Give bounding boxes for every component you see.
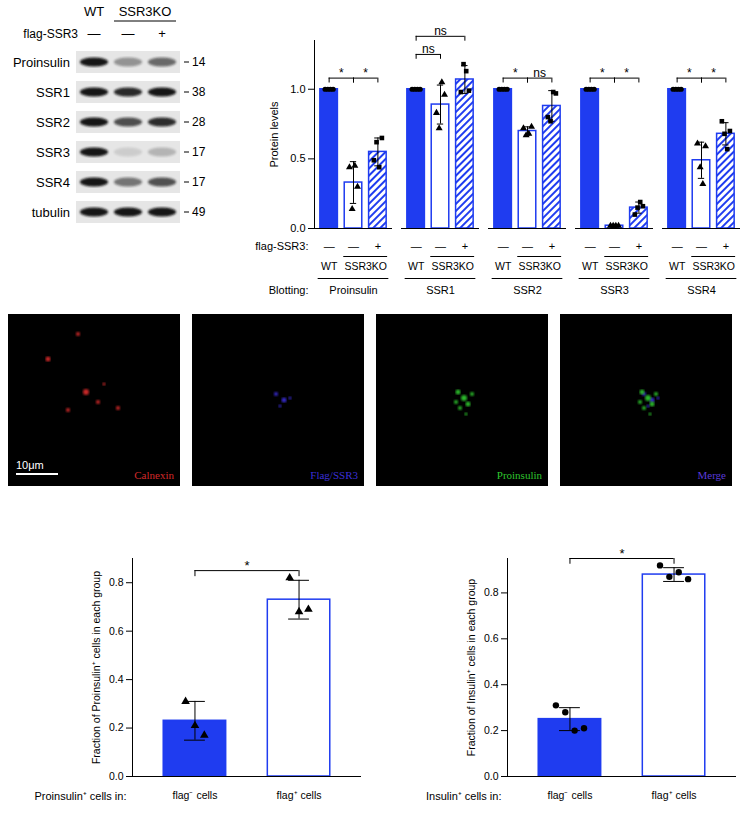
svg-text:Insulin⁺ cells in:: Insulin⁺ cells in: [426, 790, 502, 802]
svg-text:Protein levels: Protein levels [268, 101, 280, 168]
svg-text:—: — [411, 240, 422, 252]
svg-text:17: 17 [192, 175, 206, 189]
svg-text:SSR3KO: SSR3KO [605, 260, 648, 272]
svg-text:flag⁺ cells: flag⁺ cells [652, 789, 697, 801]
svg-text:14: 14 [192, 55, 206, 69]
svg-text:WT: WT [408, 260, 425, 272]
svg-text:SSR2: SSR2 [513, 284, 542, 296]
svg-text:flag-SSR3:: flag-SSR3: [255, 240, 308, 252]
svg-text:flag-SSR3: flag-SSR3 [23, 27, 78, 41]
svg-text:*: * [363, 66, 368, 80]
svg-text:*: * [600, 66, 605, 80]
svg-text:WT: WT [669, 260, 686, 272]
svg-text:ns: ns [422, 42, 435, 56]
svg-text:—: — [498, 240, 509, 252]
svg-text:+: + [462, 240, 468, 252]
svg-text:SSR3KO: SSR3KO [119, 4, 172, 19]
svg-text:tubulin: tubulin [32, 205, 70, 220]
svg-text:0.5: 0.5 [290, 152, 305, 164]
svg-text:SSR4: SSR4 [687, 284, 716, 296]
svg-text:—: — [435, 240, 446, 252]
svg-text:*: * [619, 546, 624, 561]
svg-text:*: * [339, 66, 344, 80]
svg-text:0.2: 0.2 [109, 721, 124, 733]
svg-text:0.0: 0.0 [290, 222, 305, 234]
svg-text:+: + [375, 240, 381, 252]
svg-text:SSR4: SSR4 [36, 175, 70, 190]
svg-text:Proinsulin: Proinsulin [13, 55, 70, 70]
svg-text:Fraction of Proinsulin⁺ cells: Fraction of Proinsulin⁺ cells in each gr… [90, 571, 102, 764]
svg-text:—: — [324, 240, 335, 252]
svg-text:—: — [672, 240, 683, 252]
svg-text:SSR1: SSR1 [36, 85, 70, 100]
svg-text:SSR3KO: SSR3KO [518, 260, 561, 272]
svg-text:SSR3: SSR3 [600, 284, 629, 296]
svg-text:flag⁻ cells: flag⁻ cells [548, 789, 593, 801]
svg-text:28: 28 [192, 115, 206, 129]
svg-text:—: — [122, 26, 135, 41]
svg-text:+: + [636, 240, 642, 252]
svg-text:Fraction of Insulin⁺ cells in: Fraction of Insulin⁺ cells in each group [465, 579, 477, 757]
svg-text:38: 38 [192, 85, 206, 99]
svg-text:flag⁺ cells: flag⁺ cells [277, 789, 322, 801]
svg-text:—: — [609, 240, 620, 252]
svg-text:—: — [522, 240, 533, 252]
svg-text:SSR2: SSR2 [36, 115, 70, 130]
svg-text:SSR3KO: SSR3KO [692, 260, 735, 272]
svg-text:0.6: 0.6 [109, 625, 124, 637]
svg-text:17: 17 [192, 145, 206, 159]
svg-text:0.0: 0.0 [109, 770, 124, 782]
svg-text:Proinsulin: Proinsulin [329, 284, 377, 296]
svg-text:—: — [585, 240, 596, 252]
svg-text:0.8: 0.8 [484, 586, 499, 598]
svg-text:WT: WT [321, 260, 338, 272]
svg-text:SSR3: SSR3 [36, 145, 70, 160]
svg-text:+: + [549, 240, 555, 252]
svg-text:Proinsulin: Proinsulin [497, 469, 543, 481]
svg-text:ns: ns [533, 66, 546, 80]
svg-text:Calnexin: Calnexin [134, 469, 174, 481]
svg-text:Merge: Merge [697, 469, 726, 481]
svg-text:Flag/SSR3: Flag/SSR3 [310, 469, 358, 481]
svg-text:WT: WT [495, 260, 512, 272]
svg-text:Proinsulin⁺ cells in:: Proinsulin⁺ cells in: [34, 790, 126, 802]
svg-text:*: * [244, 558, 249, 573]
svg-text:*: * [513, 66, 518, 80]
svg-text:0.4: 0.4 [484, 678, 499, 690]
svg-text:49: 49 [192, 205, 206, 219]
svg-text:—: — [88, 26, 101, 41]
svg-text:0.6: 0.6 [484, 632, 499, 644]
svg-text:WT: WT [582, 260, 599, 272]
svg-text:SSR1: SSR1 [426, 284, 455, 296]
svg-text:0.8: 0.8 [109, 576, 124, 588]
svg-text:SSR3KO: SSR3KO [431, 260, 474, 272]
svg-text:—: — [348, 240, 359, 252]
svg-text:SSR3KO: SSR3KO [344, 260, 387, 272]
svg-text:0.4: 0.4 [109, 673, 124, 685]
svg-text:ns: ns [434, 24, 447, 38]
svg-text:+: + [158, 26, 166, 41]
svg-text:WT: WT [84, 4, 104, 19]
svg-text:Blotting:: Blotting: [269, 284, 309, 296]
svg-text:*: * [624, 66, 629, 80]
svg-text:1.0: 1.0 [290, 83, 305, 95]
svg-text:flag⁻ cells: flag⁻ cells [173, 789, 218, 801]
svg-text:—: — [696, 240, 707, 252]
svg-text:*: * [687, 66, 692, 80]
svg-text:0.2: 0.2 [484, 724, 499, 736]
svg-text:0.0: 0.0 [484, 770, 499, 782]
svg-text:10μm: 10μm [16, 459, 44, 471]
svg-text:+: + [723, 240, 729, 252]
svg-text:*: * [711, 66, 716, 80]
